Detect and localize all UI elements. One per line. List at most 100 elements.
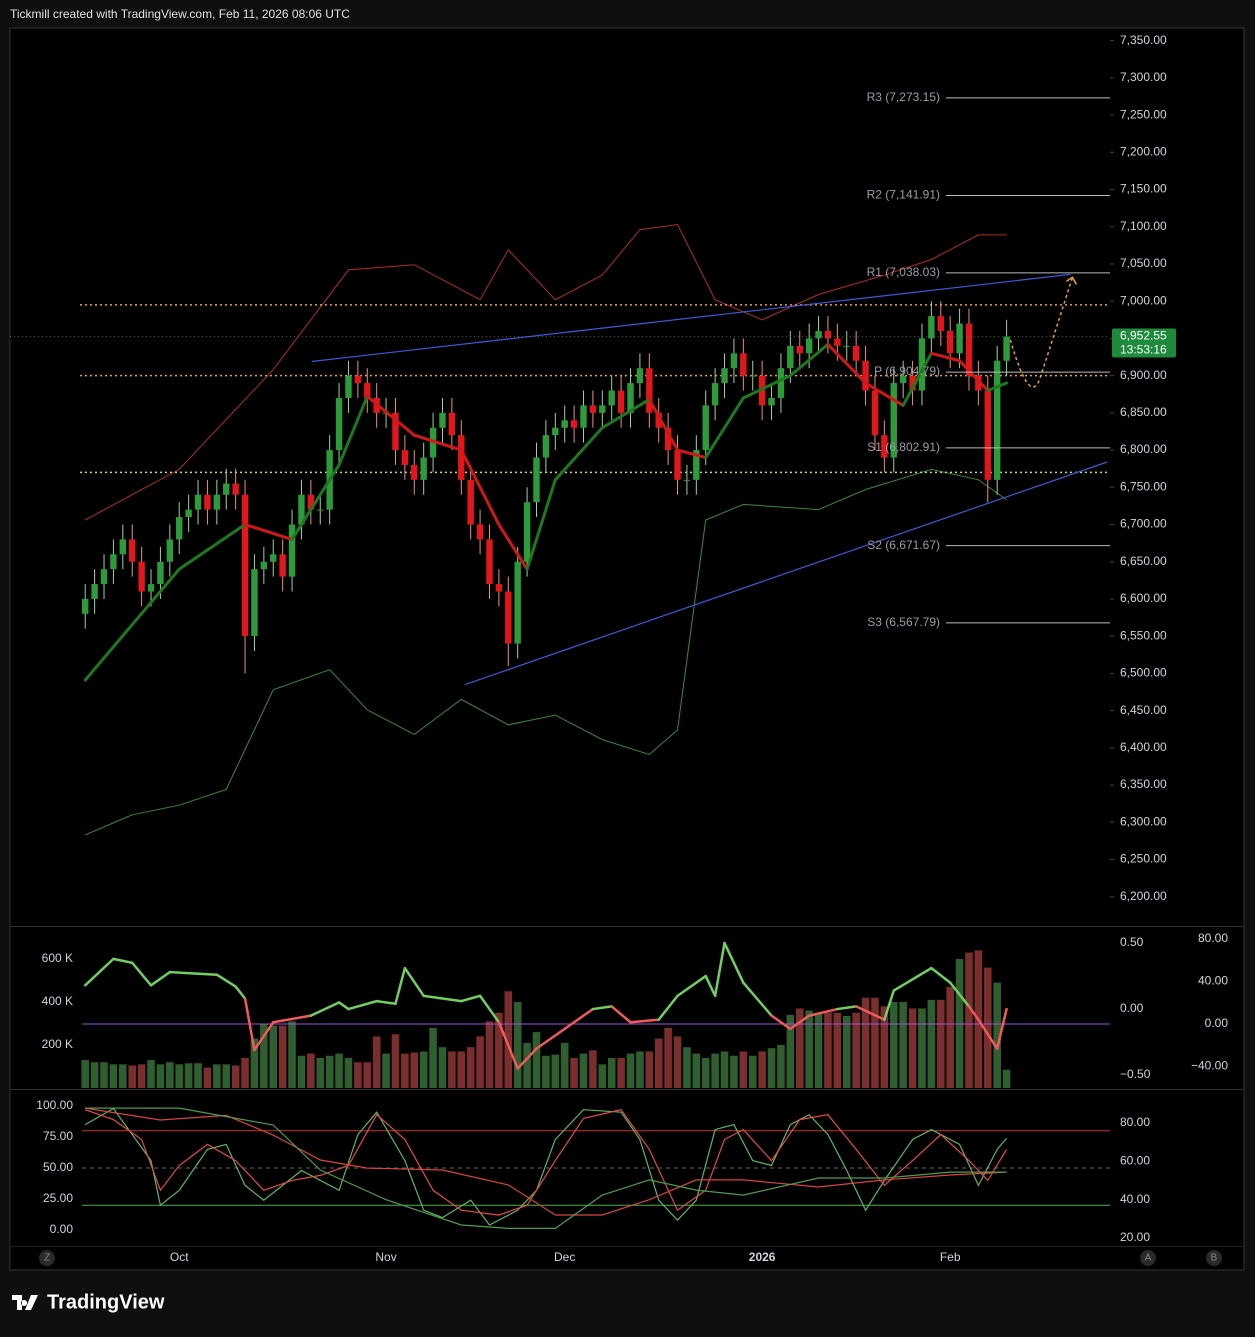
y-tick-label: 6,500.00 — [1120, 666, 1167, 680]
volume-bar — [824, 1012, 832, 1088]
oscillator-segment — [657, 994, 679, 1021]
oscillator-segment — [704, 974, 717, 998]
volume-bar — [391, 1034, 400, 1088]
candle-body — [993, 360, 1001, 480]
axis-button[interactable] — [39, 1250, 55, 1266]
volume-bar — [401, 1053, 409, 1088]
moving-average-segment — [741, 374, 792, 400]
oscillator-segment — [610, 1005, 632, 1024]
volume-bar — [918, 1008, 926, 1088]
y-tick-label: 6,750.00 — [1120, 479, 1167, 493]
brand-name: TradingView — [47, 1291, 165, 1313]
oscillator-segment — [977, 1018, 999, 1050]
candle-body — [476, 524, 484, 540]
candle-body — [655, 412, 662, 428]
projection-arrow — [1065, 276, 1078, 285]
y-tick-label: 7,100.00 — [1120, 219, 1167, 233]
volume-bar — [419, 1051, 428, 1088]
brand-logo — [12, 1295, 38, 1310]
volume-bar — [889, 1001, 898, 1088]
candle-body — [279, 554, 286, 577]
moving-average-segment — [177, 523, 247, 571]
moving-average-segment — [337, 394, 369, 467]
candle-body — [298, 494, 305, 525]
candle-body — [561, 420, 568, 428]
moving-average-segment — [459, 448, 501, 527]
candle-body — [984, 390, 991, 480]
candle-body — [965, 323, 973, 376]
oscillator-segment — [83, 957, 115, 987]
oscillator-segment — [403, 966, 425, 998]
volume-bar — [927, 999, 936, 1088]
volume-bar — [354, 1062, 362, 1088]
candle-body — [439, 412, 446, 428]
oscillator-segment — [168, 970, 219, 976]
volume-bar — [965, 952, 973, 1088]
candle-body — [617, 390, 625, 413]
y-tick-label: 6,300.00 — [1120, 814, 1167, 828]
candle-body — [871, 390, 879, 436]
volume-bar — [147, 1060, 155, 1088]
candle-body — [119, 539, 127, 555]
volume-bar — [880, 1006, 889, 1088]
volume-bar — [955, 958, 964, 1088]
volume-bar — [109, 1064, 118, 1088]
volume-bar — [852, 1012, 860, 1088]
oscillator-segment — [629, 1018, 660, 1024]
volume-bar — [993, 982, 1001, 1088]
oscillator-segment — [337, 1001, 350, 1011]
moving-average-segment — [826, 342, 868, 385]
candle-body — [251, 569, 258, 637]
candle-body — [946, 330, 954, 354]
moving-average-segment — [412, 433, 463, 452]
y-tick-label: 50.00 — [43, 1160, 73, 1174]
volume-bar — [476, 1036, 484, 1088]
moving-average-segment — [958, 359, 990, 393]
y-tick-label: 7,000.00 — [1120, 293, 1167, 307]
oscillator-segment — [243, 997, 256, 1052]
y-tick-label: 7,350.00 — [1120, 33, 1167, 47]
oscillator-segment — [516, 1047, 538, 1070]
volume-bar — [184, 1063, 193, 1088]
volume-bar — [241, 1057, 249, 1088]
volume-bar — [429, 1027, 437, 1088]
y3-tick-label: 80.00 — [1198, 931, 1228, 945]
candle-body — [881, 435, 888, 458]
candle-body — [82, 598, 89, 614]
y-tick-label: 6,600.00 — [1120, 591, 1167, 605]
y-tick-label: 6,250.00 — [1120, 852, 1167, 866]
volume-bar — [194, 1063, 202, 1088]
pivot-label: R1 (7,038.03) — [867, 265, 940, 279]
candle-body — [260, 561, 268, 570]
candle-body — [956, 323, 963, 354]
oscillator-segment — [347, 999, 378, 1011]
volume-bar — [777, 1044, 785, 1088]
candle-body — [505, 591, 512, 644]
candle-body — [805, 338, 813, 354]
axis-button-label: A — [1145, 1253, 1152, 1264]
oscillator-segment — [676, 974, 707, 998]
volume-bar — [551, 1054, 560, 1088]
stochastic-line — [85, 1107, 1007, 1229]
trend-line — [311, 273, 1071, 363]
volume-bar — [288, 1021, 296, 1088]
axis-button[interactable] — [1140, 1250, 1156, 1266]
candle-body — [288, 524, 296, 577]
oscillator-segment — [883, 989, 896, 1021]
pivot-label: R2 (7,141.91) — [867, 188, 940, 202]
candle-body — [420, 457, 427, 480]
y-tick-label: 6,800.00 — [1120, 442, 1167, 456]
axis-button[interactable] — [1206, 1250, 1222, 1266]
volume-bar — [363, 1062, 372, 1088]
candle-body — [852, 345, 860, 361]
candle-body — [392, 412, 399, 451]
candle-body — [749, 375, 756, 377]
volume-bar — [730, 1055, 738, 1088]
y2-tick-label: 80.00 — [1120, 1115, 1150, 1129]
volume-bar — [617, 1057, 625, 1088]
volume-bar — [899, 1001, 907, 1088]
candle-body — [307, 494, 315, 510]
volume-bar — [720, 1051, 729, 1088]
volume-bar — [466, 1047, 475, 1088]
